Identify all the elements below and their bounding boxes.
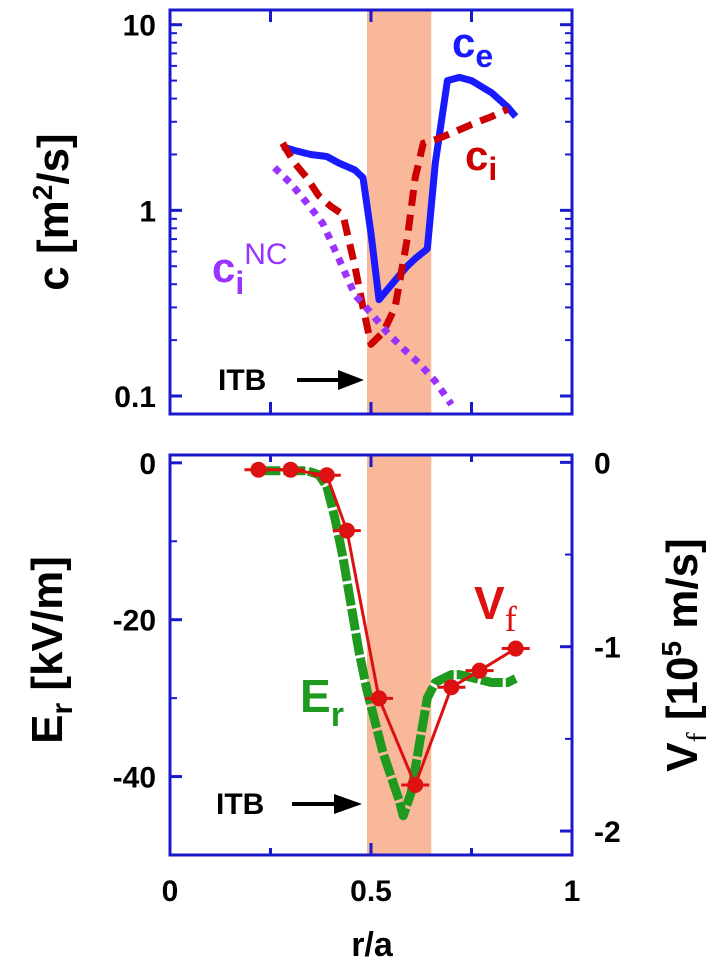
bottom-x-tick-label-2: 1 [564, 875, 581, 908]
top-y-tick-label-2: 10 [123, 10, 156, 43]
bottom-y2-tick-label-0: 0 [594, 447, 611, 480]
top-panel: 0.1 1 10 c [m2/s] ce ci ciNC ITB [27, 8, 574, 416]
top-series-line-1 [279, 106, 510, 348]
top-tick-labels: 0.1 1 10 [114, 10, 156, 414]
bottom-x-tick-label-0: 0 [162, 875, 179, 908]
bottom-y2-tick-label-1: -1 [594, 632, 621, 665]
vf-marker-0 [250, 461, 267, 478]
bottom-y-tick-label-2: -40 [113, 762, 156, 795]
bottom-y2-axis-title: Vf [105 m/s] [656, 538, 706, 771]
vf-marker-3 [338, 522, 355, 539]
bottom-itb-label: ITB [216, 788, 264, 821]
bottom-y-tick-label-0: 0 [139, 448, 156, 481]
bottom-series-group [244, 461, 530, 821]
top-itb-arrow-icon [297, 370, 364, 390]
top-series-group [272, 73, 519, 407]
ce-label: ce [452, 19, 493, 74]
bottom-x-axis-title: r/a [351, 926, 394, 964]
top-itb-label: ITB [218, 364, 266, 397]
bottom-ticks [168, 455, 574, 856]
top-y-tick-label-1: 1 [139, 195, 156, 228]
bottom-y-tick-label-1: -20 [113, 605, 156, 638]
vf-marker-5 [407, 776, 424, 793]
er-label: Er [300, 670, 344, 734]
vf-marker-6 [443, 679, 460, 696]
top-y-tick-label-0: 0.1 [114, 381, 156, 414]
top-ticks [168, 10, 574, 414]
bottom-y-axis-title: Er [kV/m] [23, 556, 79, 744]
bottom-tick-labels: 0-20-400-1-20 0.5 1 [113, 447, 621, 908]
bottom-panel: 0-20-400-1-200.51 Er [kV/m] Vf [105 m/s]… [23, 447, 706, 964]
top-y-axis-title: c [m2/s] [27, 133, 78, 290]
bottom-y2-tick-label-2: -2 [594, 816, 621, 849]
vf-marker-1 [282, 461, 299, 478]
vf-marker-8 [507, 640, 524, 657]
vf-marker-7 [471, 662, 488, 679]
ci-label: ci [465, 132, 497, 187]
vf-marker-2 [318, 467, 335, 484]
top-itb-band [366, 10, 432, 414]
ci-nc-label: ciNC [212, 238, 288, 301]
vf-label: Vf [474, 577, 517, 639]
top-series-line-2 [272, 165, 455, 407]
bottom-itb-arrow-icon [292, 794, 362, 814]
bottom-x-tick-label-1: 0.5 [350, 875, 392, 908]
vf-marker-4 [371, 690, 388, 707]
